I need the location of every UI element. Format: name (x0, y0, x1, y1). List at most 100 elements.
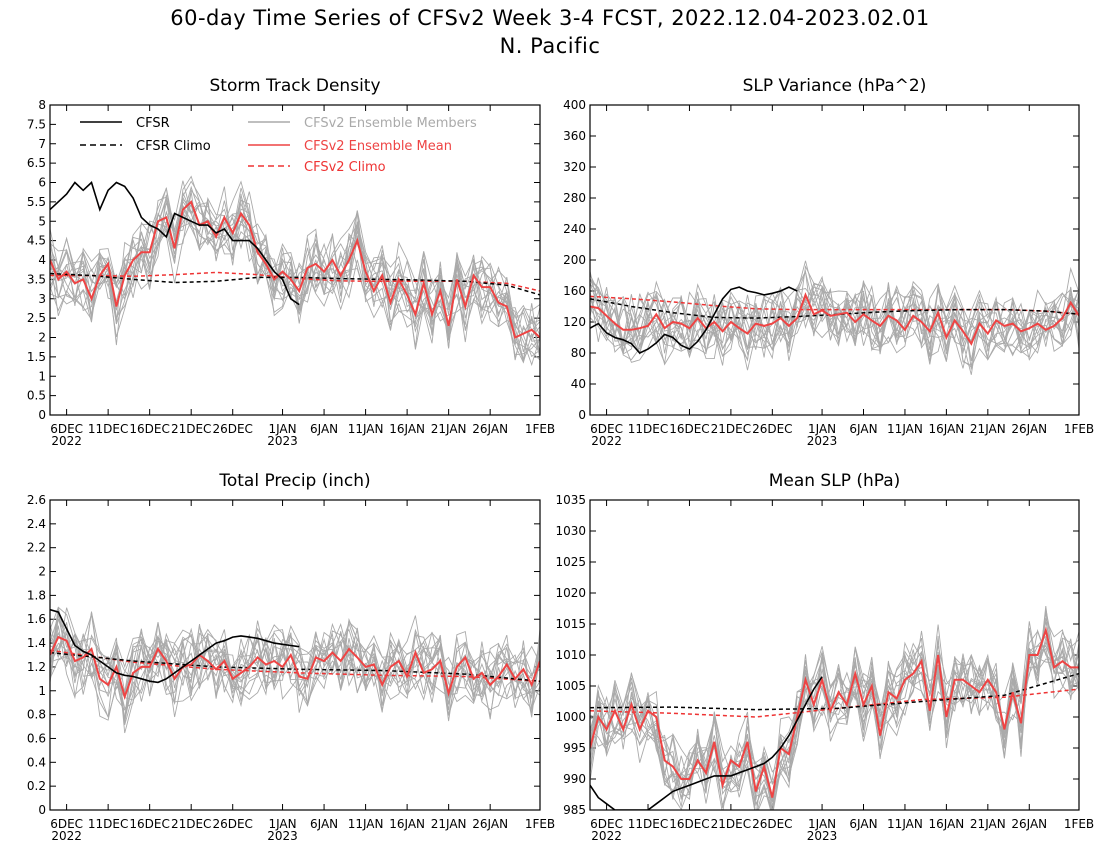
ensemble-member-line (50, 191, 540, 359)
plot-area (590, 260, 1079, 375)
y-tick-label: 1020 (555, 586, 586, 600)
y-tick-label: 6.5 (27, 156, 46, 170)
legend-label: CFSR (136, 116, 170, 131)
ensemble-member-line (50, 187, 540, 353)
x-tick-label: 1JAN (268, 422, 296, 436)
x-tick-year-label: 2023 (267, 829, 298, 843)
ensemble-member-line (590, 621, 1079, 810)
y-tick-label: 6 (38, 176, 46, 190)
x-tick-label: 26DEC (752, 422, 792, 436)
figure-subtitle: N. Pacific (499, 34, 601, 58)
x-tick-label: 11DEC (88, 422, 128, 436)
y-tick-label: 5.5 (27, 195, 46, 209)
y-tick-label: 1 (38, 684, 46, 698)
cfsr-climo-line (50, 272, 540, 296)
panel-4: Mean SLP (hPa) 985 990 995 1000 1005 1010 1015 1… (555, 471, 1094, 843)
y-tick-label: 4.5 (27, 234, 46, 248)
ensemble-member-line (590, 629, 1079, 798)
y-tick-label: 3 (38, 292, 46, 306)
ensemble-member-line (50, 632, 540, 721)
y-tick-label: 990 (563, 772, 586, 786)
cfsv2-climo-line (590, 688, 1079, 718)
cfsr-line (590, 676, 823, 810)
x-tick-label: 11JAN (887, 817, 923, 831)
legend-label: CFSv2 Climo (304, 160, 386, 175)
plot-area (50, 606, 540, 734)
cfsr-line (590, 286, 798, 354)
y-tick-label: 2.2 (27, 541, 46, 555)
y-tick-label: 2 (38, 331, 46, 345)
x-tick-label: 21DEC (711, 817, 751, 831)
y-tick-label: 200 (563, 253, 586, 267)
y-tick-label: 2.5 (27, 311, 46, 325)
y-tick-label: 8 (38, 98, 46, 112)
y-tick-label: 0 (38, 803, 46, 817)
y-tick-label: 995 (563, 741, 586, 755)
plot-frame (589, 104, 1080, 416)
x-tick-label: 11DEC (628, 817, 668, 831)
ensemble-member-line (590, 287, 1079, 370)
y-tick-label: 0.4 (27, 755, 46, 769)
ensemble-member-line (50, 191, 540, 367)
ensemble-member-line (590, 631, 1079, 799)
ensemble-member-line (590, 278, 1079, 362)
ensemble-member-line (50, 614, 540, 708)
ensemble-member-line (590, 265, 1079, 362)
ensemble-member-line (590, 279, 1079, 368)
ensemble-member-line (50, 193, 540, 363)
x-tick-label: 16DEC (669, 817, 709, 831)
y-tick-label: 320 (563, 160, 586, 174)
x-tick-label: 6JAN (849, 817, 877, 831)
ensemble-member-line (590, 280, 1079, 348)
y-tick-label: 4 (38, 253, 46, 267)
panel-1: Storm Track Density 0 0.5 1 1.5 2 2.5 3 3.5 4 4.5 5… (27, 76, 555, 448)
x-tick-label: 6JAN (310, 422, 338, 436)
x-tick-label: 11JAN (887, 422, 923, 436)
y-tick-label: 0.2 (27, 779, 46, 793)
x-tick-label: 16JAN (928, 422, 964, 436)
x-tick-label: 16DEC (129, 817, 169, 831)
x-tick-label: 1JAN (808, 422, 836, 436)
legend-label: CFSv2 Ensemble Members (304, 116, 477, 131)
x-tick-year-label: 2022 (591, 829, 622, 843)
plot-frame (589, 499, 1080, 811)
y-tick-label: 3.5 (27, 272, 46, 286)
y-tick-label: 0.5 (27, 389, 46, 403)
cfsr-line (50, 181, 300, 306)
ensemble-member-line (590, 270, 1079, 375)
panel-title: Mean SLP (hPa) (769, 471, 901, 491)
x-tick-label: 21DEC (171, 422, 211, 436)
y-tick-label: 360 (563, 129, 586, 143)
y-tick-label: 1010 (555, 648, 586, 662)
x-tick-label: 26JAN (1011, 817, 1047, 831)
x-tick-label: 6JAN (310, 817, 338, 831)
x-tick-label: 11JAN (348, 422, 384, 436)
x-tick-label: 16DEC (129, 422, 169, 436)
ensemble-member-line (50, 186, 540, 338)
y-tick-label: 80 (571, 346, 586, 360)
plot-area (50, 175, 540, 367)
y-tick-label: 1 (38, 369, 46, 383)
plot-area (590, 605, 1079, 810)
y-tick-label: 160 (563, 284, 586, 298)
y-tick-label: 120 (563, 315, 586, 329)
x-tick-label: 6DEC (50, 422, 83, 436)
ensemble-mean-line (50, 200, 540, 339)
x-tick-label: 1JAN (268, 817, 296, 831)
y-tick-label: 1030 (555, 524, 586, 538)
x-tick-label: 1FEB (1064, 422, 1094, 436)
x-tick-year-label: 2022 (51, 829, 82, 843)
x-tick-label: 6DEC (590, 817, 623, 831)
x-tick-label: 21JAN (970, 817, 1006, 831)
x-tick-label: 21JAN (970, 422, 1006, 436)
plot-frame (49, 104, 541, 416)
x-tick-label: 26JAN (1011, 422, 1047, 436)
x-tick-label: 16DEC (669, 422, 709, 436)
ensemble-member-line (590, 641, 1079, 810)
y-tick-label: 1035 (555, 493, 586, 507)
panel-title: Total Precip (inch) (218, 471, 370, 491)
x-tick-year-label: 2023 (267, 434, 298, 448)
panel-title: SLP Variance (hPa^2) (743, 76, 927, 96)
x-tick-label: 1FEB (1064, 817, 1094, 831)
